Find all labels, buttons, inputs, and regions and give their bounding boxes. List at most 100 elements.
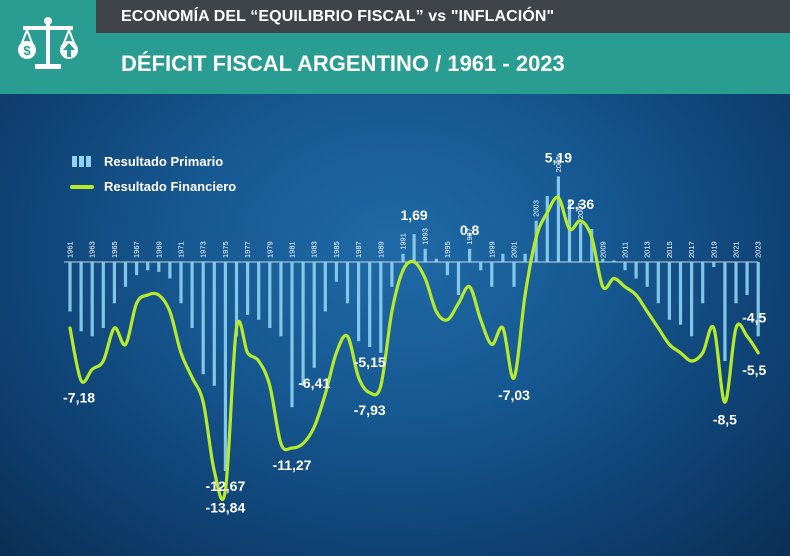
bar-1992: [412, 234, 416, 262]
bar-1994: [434, 258, 438, 262]
bar-1961: [68, 262, 72, 312]
year-tick-1971: 1971: [177, 241, 186, 258]
data-label-2007-primario: 2,36: [567, 196, 594, 212]
bar-1980: [279, 262, 283, 337]
year-tick-2013: 2013: [643, 241, 652, 258]
bar-1978: [257, 262, 261, 320]
page-title: ECONOMÍA DEL “EQUILIBRIO FISCAL” vs "INF…: [96, 0, 790, 33]
year-tick-2009: 2009: [598, 241, 607, 258]
year-tick-1987: 1987: [354, 241, 363, 258]
bar-2004: [545, 196, 549, 262]
bar-2000: [501, 253, 505, 263]
year-tick-2003: 2003: [532, 200, 541, 217]
year-ticks: 1961 1963 1965 1967 1969 1971 1973 1975 1977 1979…: [66, 156, 763, 258]
financial-line: [68, 195, 760, 501]
data-label-1981-financiero: -11,27: [273, 457, 312, 473]
bar-1988: [368, 262, 372, 347]
bar-1967: [135, 262, 139, 276]
data-label-2023-primario: -4,5: [742, 309, 766, 325]
year-tick-1999: 1999: [487, 241, 496, 258]
data-label-1988-primario: -5,15: [354, 354, 386, 370]
bar-2009: [601, 258, 605, 262]
year-tick-1969: 1969: [154, 241, 163, 258]
year-tick-1981: 1981: [288, 241, 297, 258]
logo: $: [0, 0, 96, 94]
year-tick-1977: 1977: [243, 241, 252, 258]
bar-1979: [268, 262, 272, 328]
bar-1999: [490, 262, 494, 287]
year-tick-1993: 1993: [421, 228, 430, 245]
bar-2010: [612, 260, 616, 263]
year-tick-2015: 2015: [665, 241, 674, 258]
bar-1963: [90, 262, 94, 337]
data-label-1975-financiero: -13,84: [206, 499, 246, 515]
year-tick-1997: 1997: [465, 228, 474, 245]
data-label-1988-financiero: -7,93: [354, 402, 386, 418]
chart-title: DÉFICIT FISCAL ARGENTINO / 1961 - 2023: [96, 33, 790, 94]
bar-2011: [623, 262, 627, 271]
bar-1973: [201, 262, 205, 375]
bar-1983: [312, 262, 316, 368]
year-tick-1979: 1979: [265, 241, 274, 258]
legend-swatch-primary-3: [86, 156, 91, 167]
bar-2001: [512, 262, 516, 287]
bar-1996: [456, 262, 461, 295]
data-label-1983-primario: -6,41: [298, 375, 330, 391]
year-tick-1965: 1965: [110, 241, 119, 258]
primary-bars: [68, 176, 760, 472]
bar-1974: [212, 262, 216, 386]
bar-1981: [290, 262, 294, 408]
year-tick-1967: 1967: [132, 241, 141, 258]
bar-2023: [756, 262, 760, 337]
year-tick-1983: 1983: [310, 241, 319, 258]
bar-1993: [423, 248, 427, 262]
bar-2019: [712, 262, 716, 267]
bar-1972: [190, 262, 194, 328]
year-tick-2021: 2021: [732, 241, 741, 258]
bar-1985: [334, 262, 338, 282]
data-label-2023-financiero: -5,5: [742, 362, 766, 378]
scale-of-justice-dollar-arrow-icon: $: [18, 17, 78, 69]
data-label-2001-financiero: -7,03: [498, 387, 530, 403]
bar-2014: [656, 262, 660, 304]
bar-1970: [168, 262, 172, 279]
data-label-2005-primario: 5,19: [545, 149, 572, 165]
bar-2013: [645, 262, 649, 287]
year-tick-1985: 1985: [332, 241, 341, 258]
bar-2012: [634, 262, 638, 279]
year-tick-2005: 2005: [554, 156, 563, 173]
bar-2008: [590, 229, 594, 262]
year-tick-1989: 1989: [376, 241, 385, 258]
year-tick-2019: 2019: [709, 241, 718, 258]
bar-2016: [678, 262, 683, 325]
bar-2021: [734, 262, 738, 304]
bar-1984: [323, 262, 327, 312]
data-label-1992-primario: 1,69: [400, 207, 427, 223]
bar-1998: [479, 262, 483, 271]
bar-1982: [301, 262, 305, 386]
bar-1964: [101, 262, 105, 328]
year-tick-1975: 1975: [221, 241, 230, 258]
bar-1989: [379, 262, 383, 353]
data-labels: -7,18 -12,67 -13,84 -11,27 -6,41 -5,15 -7,93 1,…: [63, 149, 766, 515]
chart-legend: Resultado Primario Resultado Financiero: [70, 154, 236, 194]
legend-label-financial: Resultado Financiero: [104, 179, 236, 194]
svg-text:$: $: [23, 43, 31, 58]
bar-2022: [745, 262, 749, 295]
legend-swatch-primary-2: [79, 156, 84, 167]
data-label-1962-financiero: -7,18: [63, 390, 95, 406]
bar-2015: [667, 262, 671, 320]
bar-1962: [79, 262, 83, 332]
bar-1990: [390, 262, 394, 287]
bar-1965: [112, 262, 116, 304]
year-tick-2011: 2011: [621, 242, 630, 258]
bar-2017: [690, 262, 694, 337]
bar-2005: [556, 176, 560, 262]
bar-1968: [146, 262, 150, 271]
year-tick-1995: 1995: [443, 241, 452, 258]
year-tick-2017: 2017: [687, 241, 696, 258]
deficit-chart: Resultado Primario Resultado Financiero …: [63, 149, 766, 515]
year-tick-2007: 2007: [576, 202, 585, 219]
data-label-1997-primario: 0,8: [460, 222, 480, 238]
bar-1966: [123, 262, 128, 287]
